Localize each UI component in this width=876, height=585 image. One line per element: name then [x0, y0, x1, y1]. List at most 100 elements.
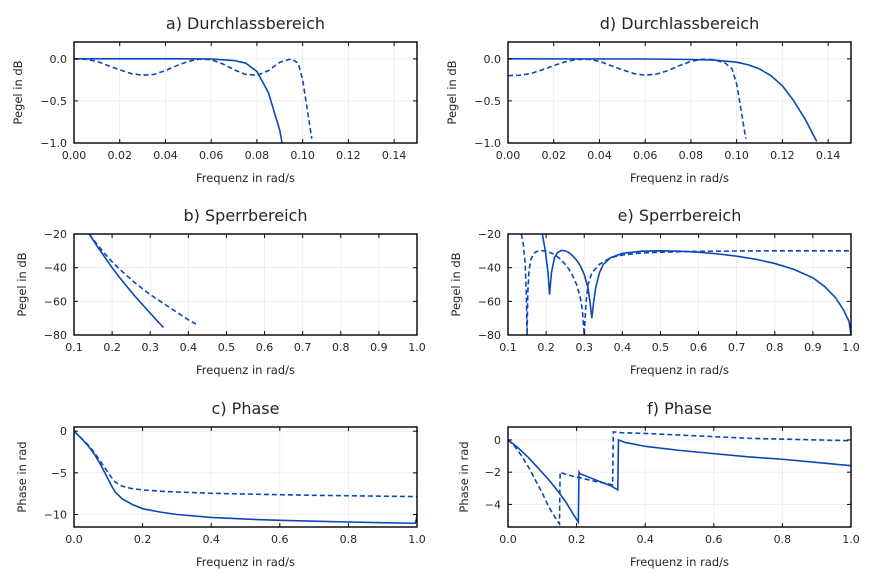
chart-panel-b: 0.1 0.2 0.3 0.4 0.5 0.6 0.7 0.8 0.9 1.0 −80 −60 −40 −… [15, 206, 426, 377]
axes-frame [507, 233, 852, 336]
x-tick-label: 1.0 [842, 341, 860, 354]
y-tick-label: −20 [478, 228, 501, 241]
chart-title: d) Durchlassbereich [600, 14, 759, 33]
x-tick-label: 0.08 [245, 149, 270, 162]
x-tick-label: 0.00 [496, 149, 521, 162]
chart-panel-e: 0.1 0.2 0.3 0.4 0.5 0.6 0.7 0.8 0.9 1.0 −80 −60 −40 −… [449, 206, 860, 377]
x-tick-label: 1.0 [408, 341, 426, 354]
y-axis-label: Pegel in dB [445, 60, 459, 124]
y-tick-label: 0 [60, 425, 67, 438]
x-tick-label: 0.5 [218, 341, 236, 354]
x-tick-label: 0.04 [587, 149, 612, 162]
x-tick-label: 0.06 [199, 149, 224, 162]
x-tick-label: 0.0 [499, 533, 517, 546]
y-tick-label: −60 [478, 295, 501, 308]
chart-title: c) Phase [212, 399, 280, 418]
y-tick-label: −1.0 [40, 137, 67, 150]
y-axis-label: Phase in rad [457, 441, 471, 512]
series-line-dashed [508, 58, 747, 139]
x-tick-label: 0.06 [633, 149, 658, 162]
series-line-solid [508, 58, 818, 142]
y-tick-label: −10 [44, 509, 67, 522]
y-tick-label: −2 [485, 466, 501, 479]
series-line-dashed [74, 57, 313, 139]
x-tick-label: 0.1 [499, 341, 517, 354]
x-tick-label: 0.14 [816, 149, 841, 162]
x-tick-label: 0.02 [107, 149, 132, 162]
y-tick-label: −40 [478, 262, 501, 275]
chart-panel-c: 0.0 0.2 0.4 0.6 0.8 1.0 −10 −5 0 c) Phase Frequenz… [15, 399, 426, 569]
x-tick-label: 1.0 [408, 533, 426, 546]
series-line-dashed [508, 430, 851, 527]
x-axis-label: Frequenz in rad/s [630, 363, 729, 377]
x-tick-label: 0.4 [180, 341, 198, 354]
y-tick-label: −1.0 [474, 137, 501, 150]
x-tick-label: 0.9 [804, 341, 822, 354]
x-tick-label: 0.4 [636, 533, 654, 546]
chart-panel-a: 0.00 0.02 0.04 0.06 0.08 0.10 0.12 0.14 −1.0 −0.5… [11, 14, 418, 185]
series-line-solid [508, 438, 851, 525]
axes-frame [73, 233, 418, 336]
y-axis-label: Pegel in dB [15, 252, 29, 316]
x-tick-label: 0.8 [774, 533, 792, 546]
x-axis-label: Frequenz in rad/s [630, 555, 729, 569]
x-tick-label: 0.00 [62, 149, 87, 162]
y-tick-label: −0.5 [474, 95, 501, 108]
x-tick-label: 0.10 [290, 149, 315, 162]
x-tick-label: 0.14 [382, 149, 407, 162]
y-axis-label: Pegel in dB [449, 252, 463, 316]
axes-frame [507, 41, 852, 144]
chart-title: e) Sperrbereich [618, 206, 742, 225]
x-tick-label: 0.2 [134, 533, 152, 546]
x-tick-label: 0.5 [652, 341, 670, 354]
x-tick-label: 0.0 [65, 533, 83, 546]
x-tick-label: 1.0 [842, 533, 860, 546]
chart-panel-d: 0.00 0.02 0.04 0.06 0.08 0.10 0.12 0.14 −1.0 −0.5… [445, 14, 852, 185]
y-tick-label: 0.0 [484, 53, 502, 66]
x-tick-label: 0.8 [340, 533, 358, 546]
chart-title: a) Durchlassbereich [166, 14, 325, 33]
series-line-solid [88, 234, 165, 328]
y-tick-label: −4 [485, 498, 501, 511]
x-axis-label: Frequenz in rad/s [196, 555, 295, 569]
x-tick-label: 0.2 [103, 341, 121, 354]
series-line-solid [541, 234, 851, 335]
x-tick-label: 0.10 [724, 149, 749, 162]
series-line-dashed [74, 430, 417, 498]
y-tick-label: −40 [44, 262, 67, 275]
x-tick-label: 0.3 [575, 341, 593, 354]
x-tick-label: 0.1 [65, 341, 83, 354]
y-tick-label: −20 [44, 228, 67, 241]
axes-frame [73, 41, 418, 144]
x-tick-label: 0.9 [370, 341, 388, 354]
chart-title: f) Phase [647, 399, 712, 418]
y-tick-label: −0.5 [40, 95, 67, 108]
y-axis-label: Phase in rad [15, 441, 29, 512]
x-tick-label: 0.4 [202, 533, 220, 546]
x-tick-label: 0.6 [256, 341, 274, 354]
x-tick-label: 0.04 [153, 149, 178, 162]
x-axis-label: Frequenz in rad/s [196, 171, 295, 185]
series-line-solid [74, 430, 417, 525]
x-tick-label: 0.6 [271, 533, 289, 546]
x-tick-label: 0.08 [679, 149, 704, 162]
x-tick-label: 0.3 [141, 341, 159, 354]
y-tick-label: 0 [494, 434, 501, 447]
x-axis-label: Frequenz in rad/s [196, 363, 295, 377]
series-line-dashed [88, 234, 197, 325]
x-tick-label: 0.8 [766, 341, 784, 354]
x-tick-label: 0.2 [537, 341, 555, 354]
x-tick-label: 0.7 [728, 341, 746, 354]
series-line-solid [74, 58, 283, 143]
x-tick-label: 0.12 [336, 149, 361, 162]
x-tick-label: 0.2 [568, 533, 586, 546]
x-tick-label: 0.7 [294, 341, 312, 354]
x-tick-label: 0.02 [541, 149, 566, 162]
series-line-dashed [520, 234, 851, 335]
x-tick-label: 0.12 [770, 149, 795, 162]
chart-panel-f: 0.0 0.2 0.4 0.6 0.8 1.0 −4 −2 0 f) Phase Frequenz … [457, 399, 860, 569]
x-tick-label: 0.8 [332, 341, 350, 354]
y-tick-label: −80 [44, 329, 67, 342]
chart-title: b) Sperrbereich [184, 206, 308, 225]
